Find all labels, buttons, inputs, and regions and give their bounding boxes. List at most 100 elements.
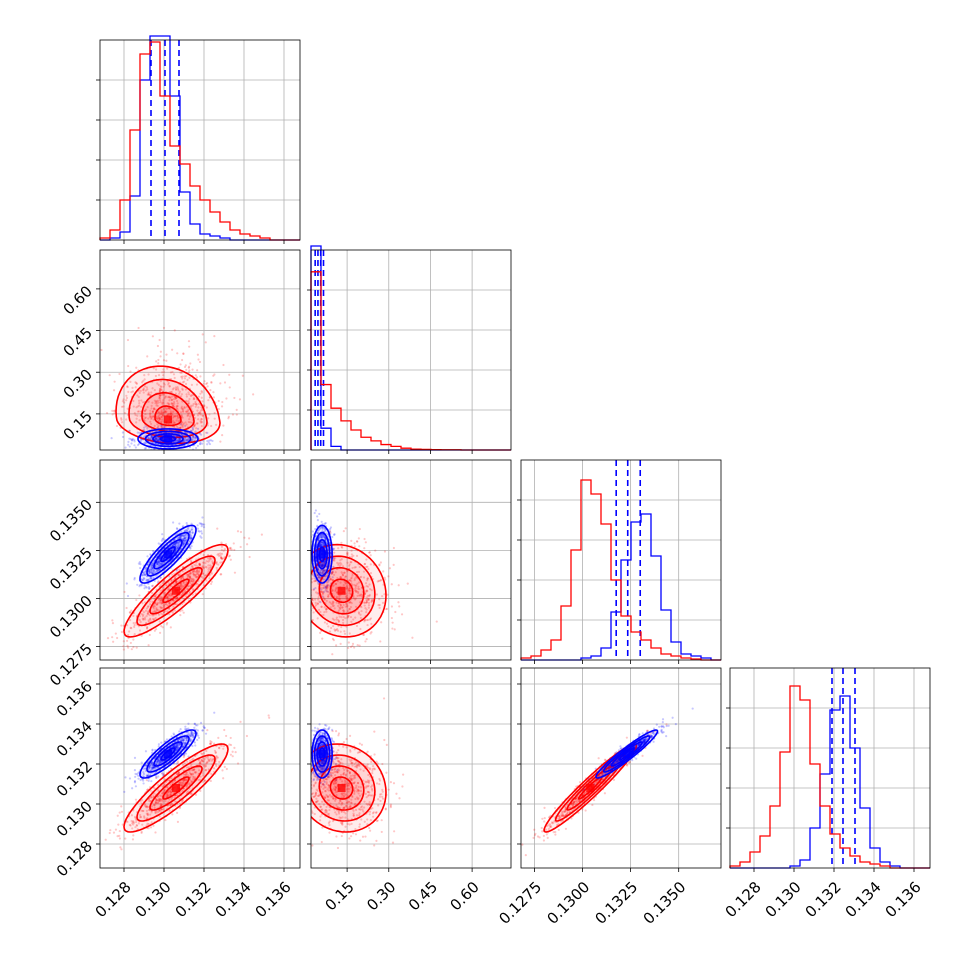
scatter-point (195, 383, 199, 386)
scatter-point (172, 400, 176, 404)
scatter-point (202, 561, 205, 564)
scatter-point (188, 759, 192, 762)
scatter-point (348, 579, 351, 582)
scatter-point (143, 573, 147, 577)
scatter-point (163, 580, 166, 583)
scatter-point (364, 582, 368, 585)
scatter-point (140, 613, 143, 616)
scatter-point (366, 577, 369, 580)
scatter-point (149, 420, 152, 423)
scatter-point (346, 586, 349, 589)
scatter-point (196, 414, 200, 417)
scatter-point (208, 577, 211, 580)
scatter-point (135, 366, 138, 369)
scatter-point (153, 448, 156, 450)
scatter-point (180, 586, 183, 589)
scatter-point (331, 589, 335, 592)
scatter-point (182, 544, 185, 548)
scatter-point (217, 552, 220, 556)
scatter-point (182, 787, 186, 790)
scatter-point (189, 764, 193, 768)
scatter-point (170, 544, 173, 547)
scatter-point (180, 406, 183, 410)
scatter-point (190, 436, 194, 439)
scatter-point (339, 642, 342, 646)
scatter-point (156, 404, 159, 407)
scatter-point (215, 764, 218, 768)
scatter-point (332, 557, 336, 560)
scatter-point (176, 761, 179, 765)
scatter-point (151, 567, 154, 570)
scatter-point (186, 573, 189, 577)
scatter-point (182, 542, 185, 545)
scatter-point (162, 610, 166, 614)
scatter-point (365, 585, 368, 588)
scatter-point (181, 407, 184, 411)
scatter-point (323, 598, 326, 601)
scatter-point (147, 569, 151, 572)
scatter-point (346, 570, 349, 573)
scatter-point (176, 537, 179, 540)
scatter-point (195, 771, 198, 774)
scatter-point (326, 587, 329, 590)
scatter-point (222, 424, 225, 427)
scatter-point (392, 563, 395, 566)
scatter-point (319, 564, 323, 567)
scatter-point (156, 425, 160, 429)
scatter-point (196, 570, 199, 573)
scatter-point (182, 585, 185, 588)
scatter-point (196, 353, 199, 356)
scatter-point (317, 536, 321, 540)
scatter-point (160, 454, 162, 456)
scatter-point (174, 392, 177, 395)
scatter-point (321, 637, 324, 640)
scatter-point (229, 753, 233, 756)
scatter-point (183, 438, 187, 441)
scatter-point (171, 611, 174, 614)
scatter-point (201, 333, 204, 336)
scatter-point (153, 605, 156, 608)
scatter-point (294, 554, 296, 556)
scatter-point (322, 570, 325, 573)
scatter-point (191, 777, 195, 781)
scatter-point (210, 565, 213, 568)
scatter-point (320, 588, 323, 591)
scatter-point (411, 636, 414, 639)
scatter-point (195, 576, 198, 579)
scatter-point (113, 380, 116, 383)
scatter-point (151, 387, 154, 390)
scatter-point (190, 763, 193, 766)
scatter-point (157, 424, 160, 427)
scatter-point (359, 627, 362, 631)
scatter-point (133, 440, 136, 443)
scatter-point (194, 574, 197, 577)
scatter-point (176, 820, 180, 824)
scatter-point (136, 394, 139, 397)
scatter-point (278, 587, 280, 589)
scatter-point (142, 809, 145, 813)
scatter-point (144, 389, 147, 392)
scatter-point (151, 584, 154, 587)
scatter-point (150, 404, 153, 407)
scatter-point (229, 558, 232, 561)
scatter-point (390, 616, 393, 620)
scatter-point (175, 439, 178, 443)
scatter-point (148, 587, 151, 590)
scatter-point (143, 570, 147, 574)
scatter-point (246, 543, 249, 546)
scatter-point (146, 806, 149, 809)
scatter-point (154, 437, 157, 440)
scatter-point (190, 528, 194, 531)
scatter-point (333, 607, 336, 610)
scatter-point (116, 814, 119, 817)
scatter-point (147, 612, 150, 615)
scatter-point (159, 598, 162, 601)
scatter-point (143, 428, 146, 432)
scatter-point (151, 617, 155, 621)
scatter-point (215, 566, 218, 570)
scatter-point (161, 411, 164, 414)
scatter-point (142, 617, 145, 621)
scatter-point (197, 358, 200, 361)
scatter-point (252, 393, 255, 396)
scatter-point (318, 570, 322, 574)
